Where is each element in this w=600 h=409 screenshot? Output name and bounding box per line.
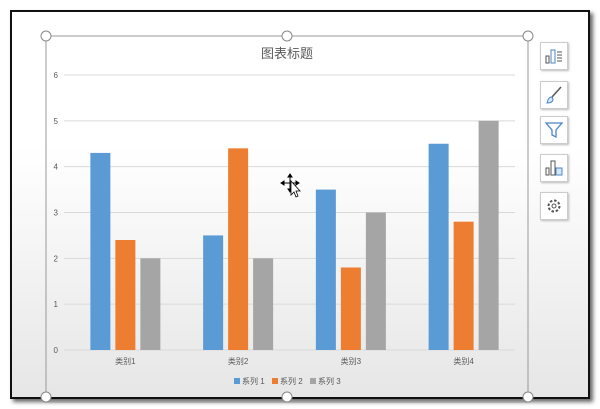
pointer-cursor-icon: [290, 179, 301, 198]
bar[interactable]: [253, 258, 274, 350]
resize-handle[interactable]: [40, 391, 52, 403]
y-tick-label: 3: [54, 209, 59, 218]
x-tick-label: 类别4: [453, 356, 474, 366]
chart-layout-icon: [545, 160, 563, 176]
bar[interactable]: [478, 120, 499, 350]
legend-swatch: [234, 378, 240, 384]
chart-settings-button[interactable]: [540, 192, 568, 220]
bar[interactable]: [315, 189, 336, 350]
x-tick-label: 类别3: [341, 356, 362, 366]
legend-label: 系列 3: [318, 376, 341, 386]
bar[interactable]: [115, 240, 136, 350]
chart-filter-button[interactable]: [540, 116, 568, 144]
legend-swatch: [310, 378, 316, 384]
legend-label: 系列 1: [242, 376, 265, 386]
chart-title[interactable]: 图表标题: [261, 46, 313, 61]
x-tick-label: 类别2: [228, 356, 249, 366]
y-tick-label: 5: [54, 117, 59, 126]
bar[interactable]: [90, 152, 111, 350]
y-tick-label: 0: [54, 346, 59, 355]
resize-handle[interactable]: [281, 391, 293, 403]
filter-icon: [544, 122, 564, 139]
chart-styles-button[interactable]: [540, 81, 568, 109]
bar[interactable]: [340, 267, 361, 351]
bar[interactable]: [453, 221, 474, 350]
move-cursor-icon: [280, 173, 300, 193]
bar[interactable]: [203, 235, 224, 350]
resize-handle[interactable]: [522, 30, 534, 42]
y-tick-label: 1: [54, 300, 59, 309]
gear-icon: [547, 199, 561, 213]
resize-handle[interactable]: [522, 391, 534, 403]
chart-elements-icon: [545, 49, 562, 64]
legend-label: 系列 2: [280, 376, 303, 386]
y-tick-label: 4: [54, 163, 59, 172]
resize-handle[interactable]: [281, 30, 293, 42]
chart-layout-button[interactable]: [540, 154, 568, 182]
bar[interactable]: [140, 258, 161, 350]
bar[interactable]: [228, 148, 249, 350]
y-tick-label: 2: [54, 254, 59, 263]
chart-elements-button[interactable]: [540, 42, 568, 70]
y-tick-label: 6: [54, 71, 59, 80]
resize-handle[interactable]: [40, 30, 52, 42]
x-tick-label: 类别1: [115, 356, 136, 366]
bar[interactable]: [428, 143, 449, 350]
legend-swatch: [272, 378, 278, 384]
bar[interactable]: [365, 212, 386, 351]
brush-icon: [546, 86, 562, 104]
